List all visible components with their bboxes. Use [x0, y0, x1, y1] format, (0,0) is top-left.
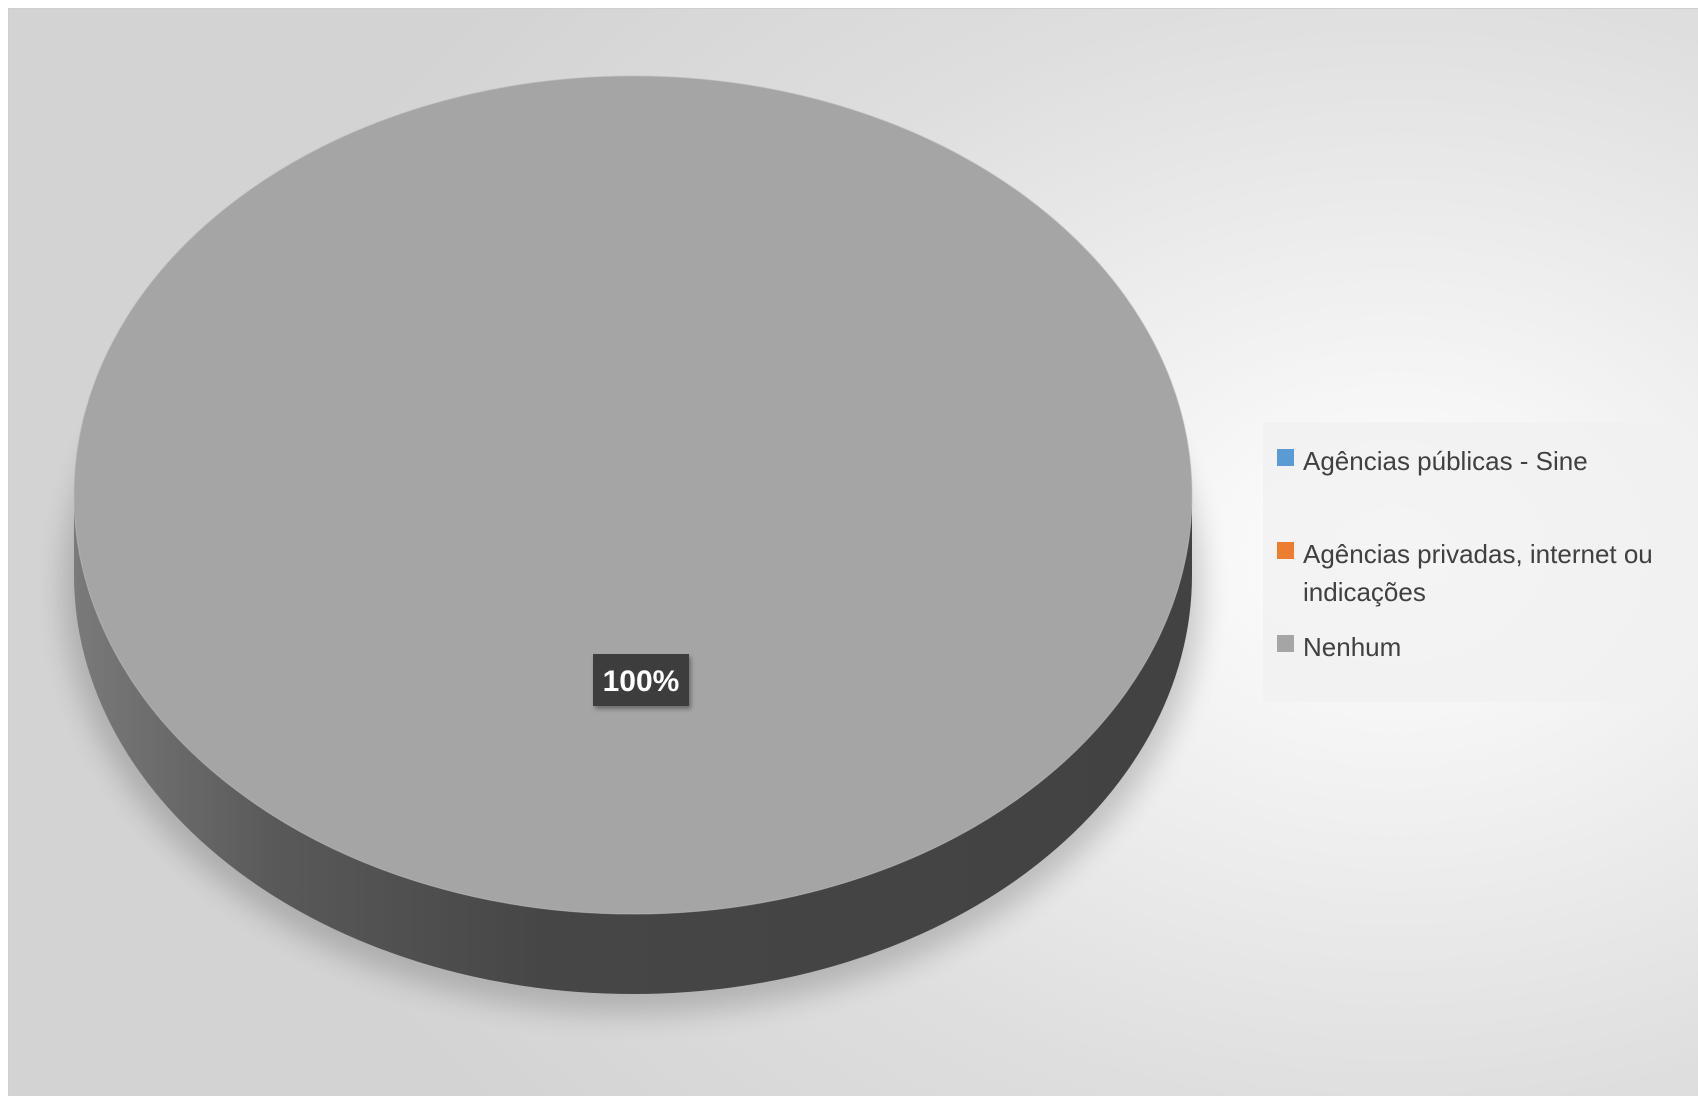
legend: Agências públicas - Sine Agências privad… — [1263, 422, 1698, 702]
pie-side-wall — [74, 495, 1192, 994]
legend-item-agencias-privadas: Agências privadas, internet ou indicaçõe… — [1277, 535, 1698, 611]
pie-chart: 100% — [64, 75, 1202, 1014]
data-label-2: 100% — [593, 654, 689, 706]
legend-label-agencias-privadas: Agências privadas, internet ou indicaçõe… — [1303, 539, 1653, 607]
legend-item-agencias-publicas: Agências públicas - Sine — [1277, 442, 1698, 480]
legend-item-nenhum: Nenhum — [1277, 628, 1698, 666]
data-label-text: 100% — [603, 665, 680, 698]
legend-label-agencias-publicas: Agências públicas - Sine — [1303, 446, 1588, 476]
data-label-box — [593, 654, 689, 706]
legend-swatch-agencias-publicas — [1277, 449, 1294, 466]
chart-area: 100% Agências públicas - Sine Agências p… — [8, 8, 1698, 1096]
legend-swatch-nenhum — [1277, 635, 1294, 652]
legend-label-nenhum: Nenhum — [1303, 632, 1402, 662]
pie-rim — [73, 75, 1193, 915]
pie-slice-nenhum — [74, 76, 1192, 914]
legend-swatch-agencias-privadas — [1277, 542, 1294, 559]
